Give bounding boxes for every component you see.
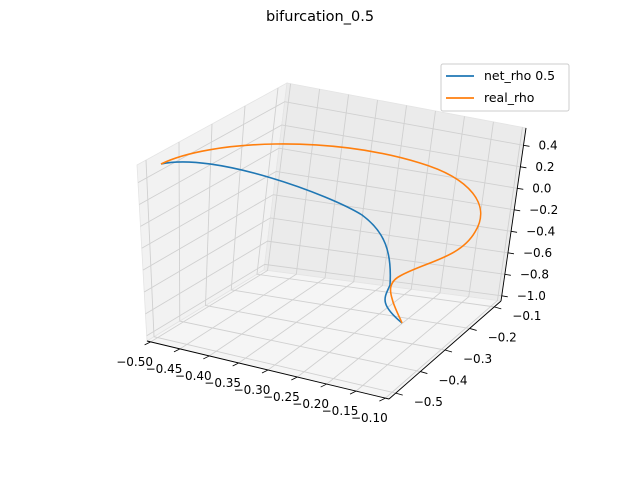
x-tick-label: −0.50 [116, 355, 153, 369]
grid-line-z [142, 194, 512, 271]
grid-line-z [137, 101, 524, 183]
y-tick-mark [444, 349, 453, 353]
y-tick-label: −0.2 [488, 330, 517, 344]
grid-line-y [145, 160, 396, 394]
series-line-net-rho [160, 161, 403, 324]
z-tick-label: −0.8 [520, 267, 549, 281]
grid-line-x [267, 105, 407, 371]
y-axis-ticks: −0.5 −0.4 −0.3 −0.2 −0.1 [395, 306, 541, 409]
grid-line-z [139, 124, 521, 205]
x-tick-mark [291, 376, 298, 381]
z-axis-ticks: 0.4 0.2 0.0 −0.2 −0.4 −0.6 −0.8 −1.0 [501, 138, 558, 303]
grid-line-x [355, 121, 494, 392]
z-tick-mark [523, 144, 530, 147]
legend: net_rho 0.5 real_rho [440, 63, 570, 112]
z-tick-mark [507, 252, 515, 255]
y-tick-label: −0.3 [463, 352, 492, 366]
series-line-real-rho [160, 143, 482, 324]
grid-line-y [178, 142, 421, 373]
x-tick-mark [349, 390, 357, 395]
x-tick-mark [144, 341, 151, 346]
z-tick-label: 0.2 [535, 160, 554, 174]
x-tick-label: −0.25 [263, 390, 300, 404]
x-tick-mark [232, 362, 239, 367]
x-tick-mark [203, 355, 210, 360]
grid-line-z [145, 240, 505, 315]
chart-title: bifurcation_0.5 [266, 9, 374, 25]
x-tick-label: −0.20 [292, 397, 329, 411]
x-tick-mark [379, 397, 386, 402]
x-tick-mark [261, 369, 269, 374]
z-tick-label: 0.0 [532, 181, 551, 195]
grid-line-z [141, 170, 515, 249]
y-tick-mark [420, 371, 428, 374]
y-tick-label: −0.5 [414, 395, 443, 409]
x-tick-label: −0.30 [234, 383, 271, 397]
legend-label-real-rho: real_rho [484, 90, 534, 105]
grid-line-y [256, 87, 495, 308]
grid-line-y [205, 123, 446, 351]
grid-line-x [297, 110, 436, 378]
z-tick-mark [501, 295, 508, 298]
x-tick-label: −0.45 [146, 362, 183, 376]
grid-line-y [230, 105, 470, 329]
x-tick-label: −0.35 [204, 376, 241, 390]
y-tick-mark [469, 328, 477, 331]
x-tick-label: −0.10 [351, 411, 388, 425]
z-tick-mark [511, 230, 518, 233]
x-tick-mark [173, 348, 181, 353]
y-tick-label: −0.1 [512, 309, 541, 323]
grid-line-x [209, 94, 349, 357]
legend-label-net-rho: net_rho 0.5 [484, 68, 555, 83]
grid-line-x [385, 127, 523, 399]
x-tick-mark [320, 383, 327, 388]
z-tick-mark [520, 166, 527, 169]
z-tick-label: −0.2 [529, 203, 558, 217]
grid-line-z [140, 147, 518, 227]
z-tick-mark [517, 187, 524, 190]
y-tick-label: −0.4 [438, 374, 467, 388]
x-tick-label: −0.40 [175, 369, 212, 383]
grid-lines [137, 83, 524, 399]
grid-line-x [238, 99, 378, 364]
y-tick-mark [494, 306, 502, 310]
z-tick-mark [514, 209, 521, 212]
z-tick-label: −0.4 [526, 224, 555, 238]
grid-line-x [179, 89, 321, 350]
z-axis-line [500, 127, 527, 302]
z-tick-mark [504, 273, 511, 276]
y-tick-mark [395, 392, 403, 396]
grid-line-x [326, 116, 465, 385]
x-tick-label: −0.15 [322, 404, 359, 418]
grid-line-x [150, 83, 292, 343]
grid-line-z [143, 217, 509, 293]
z-tick-label: 0.4 [539, 138, 558, 152]
grid-line-z [146, 263, 502, 337]
x-axis-ticks: −0.50−0.45−0.40−0.35−0.30−0.25−0.20−0.15… [116, 341, 388, 425]
z-tick-label: −0.6 [523, 246, 552, 260]
z-tick-label: −1.0 [517, 289, 546, 303]
